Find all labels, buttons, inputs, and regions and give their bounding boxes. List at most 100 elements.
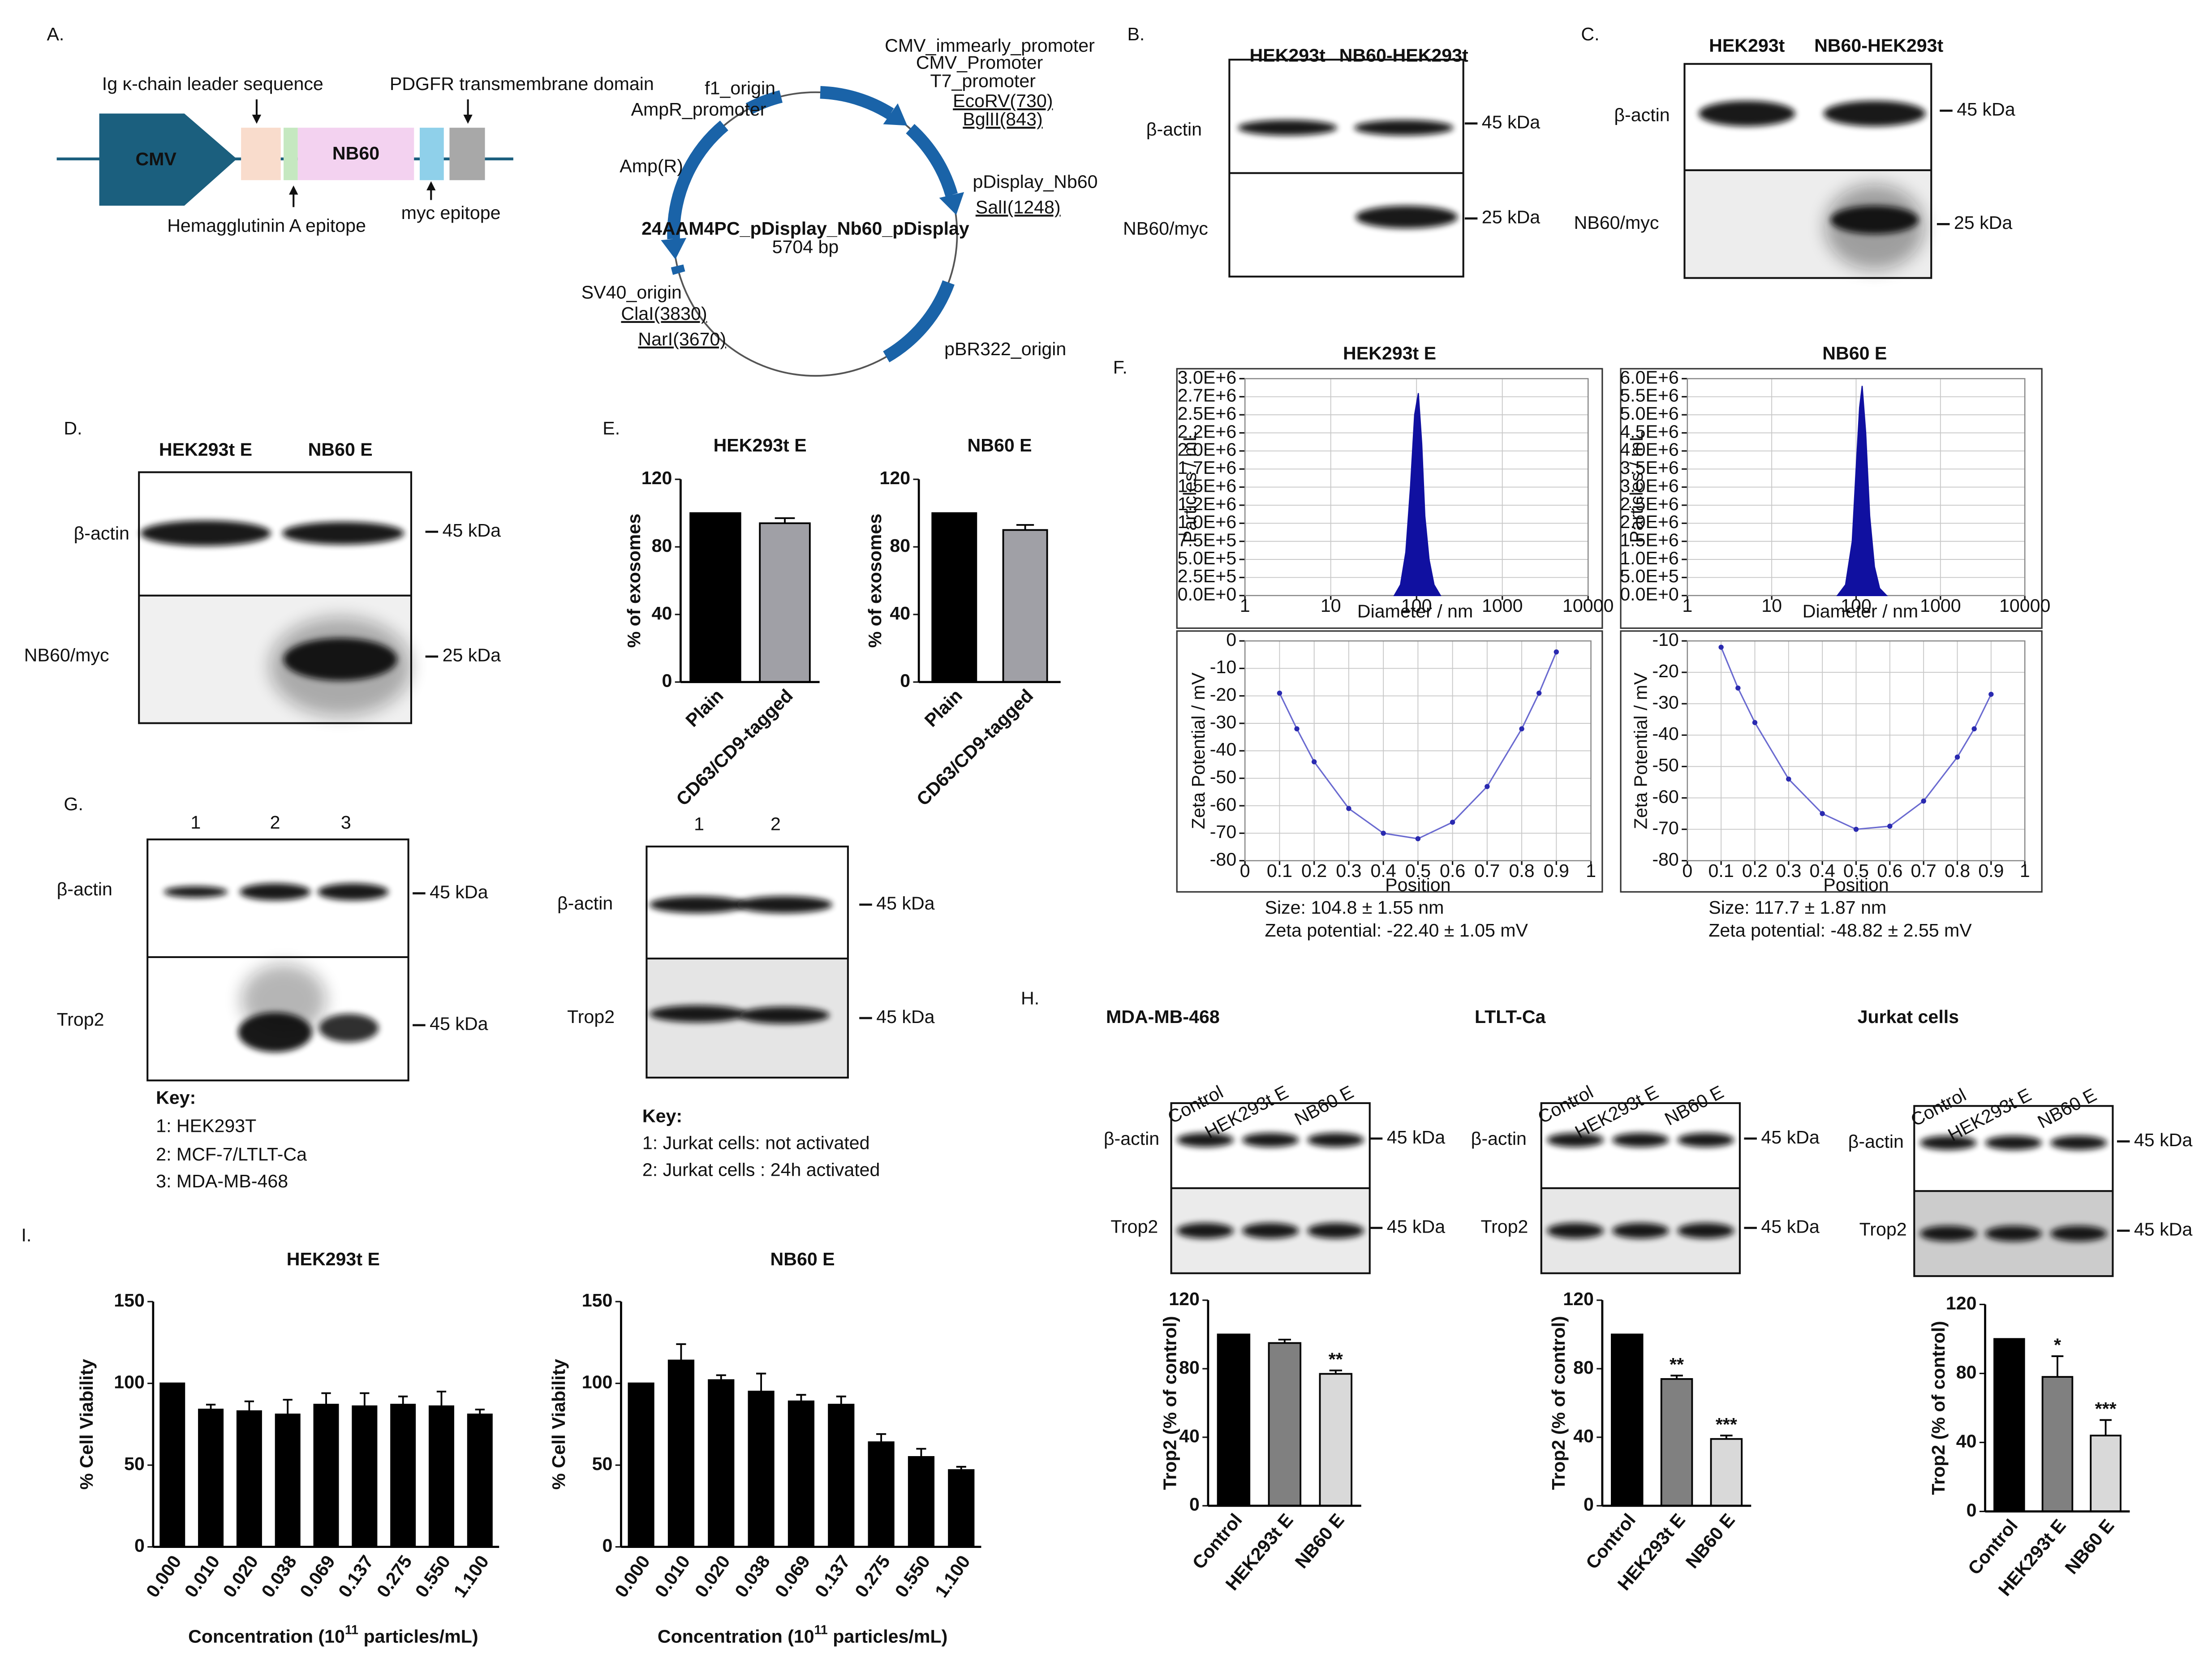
y-tick-label: 0 bbox=[662, 670, 672, 691]
band bbox=[1238, 120, 1337, 136]
band bbox=[1547, 1223, 1604, 1239]
y-tick-label: 4.0E+6 bbox=[1620, 439, 1679, 460]
y-tick-label: 2.5E+6 bbox=[1178, 403, 1237, 424]
y-tick-label: 80 bbox=[652, 535, 672, 556]
data-point bbox=[1887, 823, 1893, 829]
error-bar bbox=[2051, 1355, 2064, 1377]
y-tick-label: 0 bbox=[1967, 1500, 1977, 1520]
band bbox=[1242, 1133, 1299, 1148]
x-axis-label: Position bbox=[1385, 874, 1450, 895]
row-label: β-actin bbox=[1471, 1128, 1527, 1149]
key-item: 3: MDA-MB-468 bbox=[156, 1171, 288, 1191]
error-bar bbox=[716, 1374, 726, 1380]
x-tick-label: 0.6 bbox=[1440, 860, 1465, 881]
y-tick-label: 120 bbox=[641, 468, 672, 488]
row-label: β-actin bbox=[557, 893, 613, 914]
band bbox=[239, 883, 311, 901]
band bbox=[282, 522, 405, 545]
bar bbox=[828, 1404, 855, 1548]
band bbox=[1677, 1223, 1734, 1239]
y-axis-label: Trop2 (% of control) bbox=[1928, 1321, 1949, 1495]
x-tick-label: 10 bbox=[1761, 595, 1782, 616]
promoter-arrow bbox=[99, 113, 237, 206]
chart-title: Jurkat cells bbox=[1858, 1006, 1959, 1027]
y-tick-label: -70 bbox=[1210, 821, 1236, 842]
bar bbox=[313, 1404, 339, 1548]
bar bbox=[759, 522, 811, 683]
data-point bbox=[1485, 784, 1490, 789]
key-title: Key: bbox=[156, 1087, 196, 1108]
size-marker: 45 kDa bbox=[876, 1006, 934, 1027]
y-tick-label: 40 bbox=[652, 603, 672, 623]
error-bar bbox=[876, 1433, 887, 1443]
plasmid-feature bbox=[820, 86, 894, 120]
size-marker: 45 kDa bbox=[430, 881, 488, 902]
y-tick-label: 0 bbox=[1584, 1494, 1594, 1515]
error-bar bbox=[1278, 1338, 1291, 1343]
y-tick-label: 3.5E+6 bbox=[1620, 457, 1679, 478]
size-marker: 45 kDa bbox=[2134, 1130, 2192, 1150]
size-marker: 45 kDa bbox=[1957, 99, 2015, 120]
lane-label: HEK293t E bbox=[159, 439, 252, 460]
bar bbox=[275, 1414, 301, 1548]
plot-frame bbox=[1176, 630, 1603, 893]
x-axis-label-sup: 11 bbox=[814, 1623, 828, 1637]
data-point bbox=[1820, 811, 1825, 817]
blot-frame bbox=[1228, 59, 1464, 278]
data-point bbox=[1853, 826, 1859, 832]
band bbox=[238, 1012, 312, 1052]
bar bbox=[1993, 1338, 2025, 1513]
plasmid-feature-label: BglII(843) bbox=[963, 109, 1042, 129]
error-bar bbox=[206, 1404, 216, 1410]
y-tick-label: 80 bbox=[1956, 1362, 1977, 1382]
x-tick-label: 100 bbox=[1841, 595, 1872, 616]
y-tick-label: 4.5E+6 bbox=[1620, 421, 1679, 442]
bar bbox=[931, 512, 977, 683]
panel-label: F. bbox=[1113, 357, 1128, 378]
bar bbox=[1268, 1342, 1302, 1507]
y-axis-label: % of exosomes bbox=[865, 514, 885, 648]
ha-label: Hemagglutinin A epitope bbox=[167, 215, 366, 236]
error-bar bbox=[436, 1390, 447, 1406]
y-tick-label: 150 bbox=[114, 1290, 145, 1311]
row-label: β-actin bbox=[1614, 105, 1670, 125]
band bbox=[1547, 1133, 1604, 1148]
band bbox=[1830, 206, 1919, 234]
data-point bbox=[1921, 798, 1926, 804]
y-tick-label: 40 bbox=[1179, 1426, 1200, 1446]
y-tick-label: 0 bbox=[602, 1535, 613, 1556]
error-bar bbox=[321, 1392, 331, 1405]
y-tick-label: -60 bbox=[1652, 786, 1678, 807]
y-tick-label: 0 bbox=[900, 670, 910, 691]
band bbox=[1677, 1133, 1734, 1148]
data-point bbox=[1954, 754, 1960, 760]
y-tick-label: 0.0E+0 bbox=[1178, 584, 1237, 605]
band bbox=[140, 520, 271, 546]
y-tick-label: -10 bbox=[1652, 629, 1678, 650]
y-tick-label: 3.0E+6 bbox=[1620, 475, 1679, 496]
significance-label: ** bbox=[1329, 1349, 1343, 1369]
band bbox=[318, 883, 389, 901]
plasmid-feature-label: CMV_immearly_promoter bbox=[885, 35, 1095, 56]
y-tick-label: 0.0E+0 bbox=[1620, 584, 1679, 605]
error-bar bbox=[796, 1394, 806, 1401]
band bbox=[2050, 1225, 2107, 1242]
bar bbox=[1710, 1438, 1743, 1507]
band bbox=[319, 1014, 379, 1042]
lane-label: NB60-HEK293t bbox=[1814, 35, 1943, 56]
key-title: Key: bbox=[642, 1105, 682, 1126]
x-axis-label: Concentration (1011 particles/mL) bbox=[188, 1623, 478, 1646]
plot-frame bbox=[1620, 630, 2043, 893]
error-bar bbox=[1329, 1369, 1342, 1374]
bar bbox=[948, 1469, 975, 1548]
chart-title: NB60 E bbox=[968, 435, 1032, 456]
x-tick-label: 0.5 bbox=[1405, 860, 1431, 881]
lane-label: 3 bbox=[341, 812, 351, 833]
plasmid-size: 5704 bp bbox=[772, 236, 839, 257]
bar bbox=[159, 1382, 185, 1548]
x-tick-label: 0.1 bbox=[1267, 860, 1292, 881]
x-tick-label: 0.2 bbox=[1742, 860, 1768, 881]
y-tick-label: -20 bbox=[1210, 684, 1236, 705]
plot-area bbox=[1244, 640, 1592, 861]
